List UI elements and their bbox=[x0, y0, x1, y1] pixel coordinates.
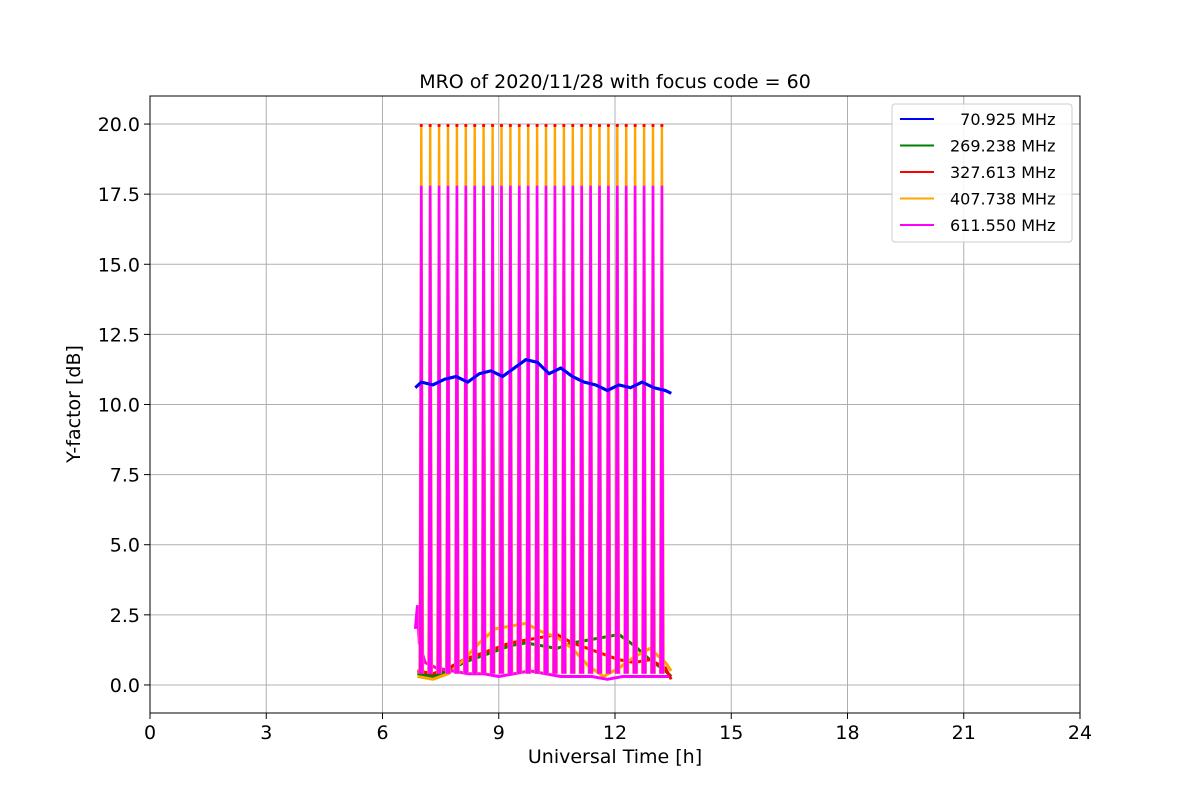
spike-611-550-mhz bbox=[632, 185, 638, 674]
y-tick-label: 0.0 bbox=[110, 675, 140, 697]
x-tick-label: 6 bbox=[376, 722, 388, 744]
spike-611-550-mhz bbox=[552, 185, 558, 674]
spike-611-550-mhz bbox=[427, 185, 433, 674]
spike-tip-327-613-mhz bbox=[535, 123, 539, 128]
x-tick-label: 21 bbox=[952, 722, 976, 744]
spike-tip-327-613-mhz bbox=[624, 123, 628, 128]
spike-611-550-mhz bbox=[597, 185, 602, 674]
spike-tip-327-613-mhz bbox=[490, 123, 495, 128]
plot-data-area bbox=[413, 123, 673, 681]
legend-box bbox=[891, 103, 1073, 243]
spike-611-550-mhz bbox=[463, 185, 469, 674]
spike-611-550-mhz bbox=[445, 185, 451, 674]
spike-tip-327-613-mhz bbox=[580, 123, 584, 128]
spike-tip-327-613-mhz bbox=[455, 123, 459, 128]
spike-611-550-mhz bbox=[659, 185, 665, 674]
spike-tip-327-613-mhz bbox=[553, 123, 557, 128]
spike-tip-327-613-mhz bbox=[464, 123, 468, 128]
spike-tip-327-613-mhz bbox=[660, 123, 664, 128]
legend-label: 269.238 MHz bbox=[950, 137, 1055, 156]
spike-611-550-mhz bbox=[454, 185, 460, 674]
spike-611-550-mhz bbox=[650, 185, 656, 674]
y-tick-label: 17.5 bbox=[98, 184, 140, 206]
spike-611-550-mhz bbox=[516, 185, 522, 674]
spike-611-550-mhz bbox=[472, 185, 478, 674]
legend-label: 327.613 MHz bbox=[950, 163, 1055, 182]
legend-label: 407.738 MHz bbox=[950, 190, 1055, 209]
x-axis-label: Universal Time [h] bbox=[528, 746, 702, 768]
spike-tip-327-613-mhz bbox=[526, 123, 530, 128]
spike-611-550-mhz bbox=[641, 185, 647, 674]
spike-tip-327-613-mhz bbox=[588, 123, 593, 128]
y-tick-label: 15.0 bbox=[98, 254, 140, 276]
spike-tip-327-613-mhz bbox=[437, 123, 441, 128]
spike-tip-327-613-mhz bbox=[419, 123, 423, 128]
spike-tip-327-613-mhz bbox=[615, 123, 619, 128]
y-tick-label: 12.5 bbox=[98, 324, 140, 346]
spike-tip-327-613-mhz bbox=[571, 123, 575, 128]
spike-611-550-mhz bbox=[499, 185, 504, 674]
y-tick-label: 7.5 bbox=[110, 465, 140, 487]
spike-tip-327-613-mhz bbox=[428, 123, 432, 128]
spike-611-550-mhz bbox=[543, 185, 549, 674]
series-line-overlay-70-925-mhz bbox=[414, 357, 672, 395]
y-tick-label: 5.0 bbox=[110, 535, 140, 557]
y-axis-label: Y-factor [dB] bbox=[63, 345, 85, 464]
chart-title: MRO of 2020/11/28 with focus code = 60 bbox=[419, 71, 811, 93]
spike-tip-327-613-mhz bbox=[633, 123, 637, 128]
series-layer bbox=[413, 123, 673, 681]
spike-tip-327-613-mhz bbox=[446, 123, 450, 128]
spike-611-550-mhz bbox=[525, 185, 531, 674]
y-tick-label: 20.0 bbox=[98, 114, 140, 136]
x-tick-label: 18 bbox=[835, 722, 859, 744]
spike-611-550-mhz bbox=[623, 185, 629, 674]
spike-tip-327-613-mhz bbox=[508, 123, 512, 128]
spike-tip-327-613-mhz bbox=[517, 123, 521, 128]
x-tick-label: 12 bbox=[603, 722, 627, 744]
legend-label: 70.925 MHz bbox=[950, 110, 1055, 129]
legend: 70.925 MHz 269.238 MHz 327.613 MHz 407.738 … bbox=[891, 103, 1073, 243]
spike-tip-327-613-mhz bbox=[499, 123, 504, 128]
x-tick-label: 0 bbox=[144, 722, 156, 744]
y-tick-label: 2.5 bbox=[110, 605, 140, 627]
spike-611-550-mhz bbox=[570, 185, 576, 674]
spike-611-550-mhz bbox=[606, 185, 611, 674]
spike-611-550-mhz bbox=[436, 185, 442, 674]
spike-tip-327-613-mhz bbox=[606, 123, 611, 128]
spike-611-550-mhz bbox=[507, 185, 513, 674]
spike-611-550-mhz bbox=[588, 185, 594, 674]
x-axis-ticks: 0 3 6 9 12 15 18 21 24 bbox=[144, 713, 1092, 744]
spike-tip-327-613-mhz bbox=[482, 123, 486, 128]
y-axis-ticks: 0.0 2.5 5.0 7.5 10.0 12.5 15.0 17.5 20.0 bbox=[98, 114, 150, 697]
x-tick-label: 9 bbox=[493, 722, 505, 744]
spike-611-550-mhz bbox=[579, 185, 585, 674]
spike-611-550-mhz bbox=[418, 185, 424, 674]
y-tick-label: 10.0 bbox=[98, 395, 140, 417]
spike-611-550-mhz bbox=[481, 185, 487, 674]
spike-tip-327-613-mhz bbox=[562, 123, 566, 128]
x-tick-label: 24 bbox=[1068, 722, 1092, 744]
spike-tip-327-613-mhz bbox=[544, 123, 548, 128]
spike-tip-327-613-mhz bbox=[651, 123, 655, 128]
spike-tip-327-613-mhz bbox=[642, 123, 646, 128]
spike-611-550-mhz bbox=[614, 185, 620, 674]
spike-tip-327-613-mhz bbox=[597, 123, 602, 128]
spike-611-550-mhz bbox=[561, 185, 567, 674]
legend-label: 611.550 MHz bbox=[950, 216, 1055, 235]
spike-611-550-mhz bbox=[490, 185, 495, 674]
spike-tip-327-613-mhz bbox=[473, 123, 477, 128]
x-tick-label: 15 bbox=[719, 722, 743, 744]
x-tick-label: 3 bbox=[260, 722, 272, 744]
spike-611-550-mhz bbox=[534, 185, 540, 674]
